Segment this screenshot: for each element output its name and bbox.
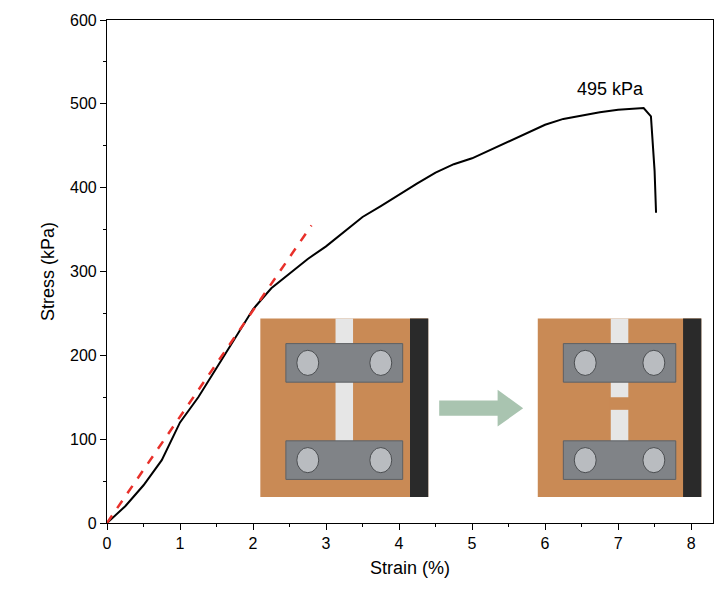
svg-text:1: 1	[176, 535, 185, 552]
svg-text:Strain (%): Strain (%)	[370, 558, 450, 578]
svg-text:400: 400	[70, 179, 97, 196]
svg-text:4: 4	[395, 535, 404, 552]
svg-text:600: 600	[70, 12, 97, 29]
svg-text:8: 8	[687, 535, 696, 552]
svg-text:495 kPa: 495 kPa	[577, 79, 644, 99]
svg-text:100: 100	[70, 431, 97, 448]
svg-text:300: 300	[70, 263, 97, 280]
svg-text:0: 0	[88, 515, 97, 532]
svg-text:3: 3	[322, 535, 331, 552]
svg-text:500: 500	[70, 95, 97, 112]
svg-text:6: 6	[541, 535, 550, 552]
svg-text:5: 5	[468, 535, 477, 552]
svg-text:200: 200	[70, 347, 97, 364]
svg-text:2: 2	[249, 535, 258, 552]
svg-text:0: 0	[103, 535, 112, 552]
svg-text:Stress (kPa): Stress (kPa)	[38, 222, 58, 321]
svg-text:7: 7	[614, 535, 623, 552]
